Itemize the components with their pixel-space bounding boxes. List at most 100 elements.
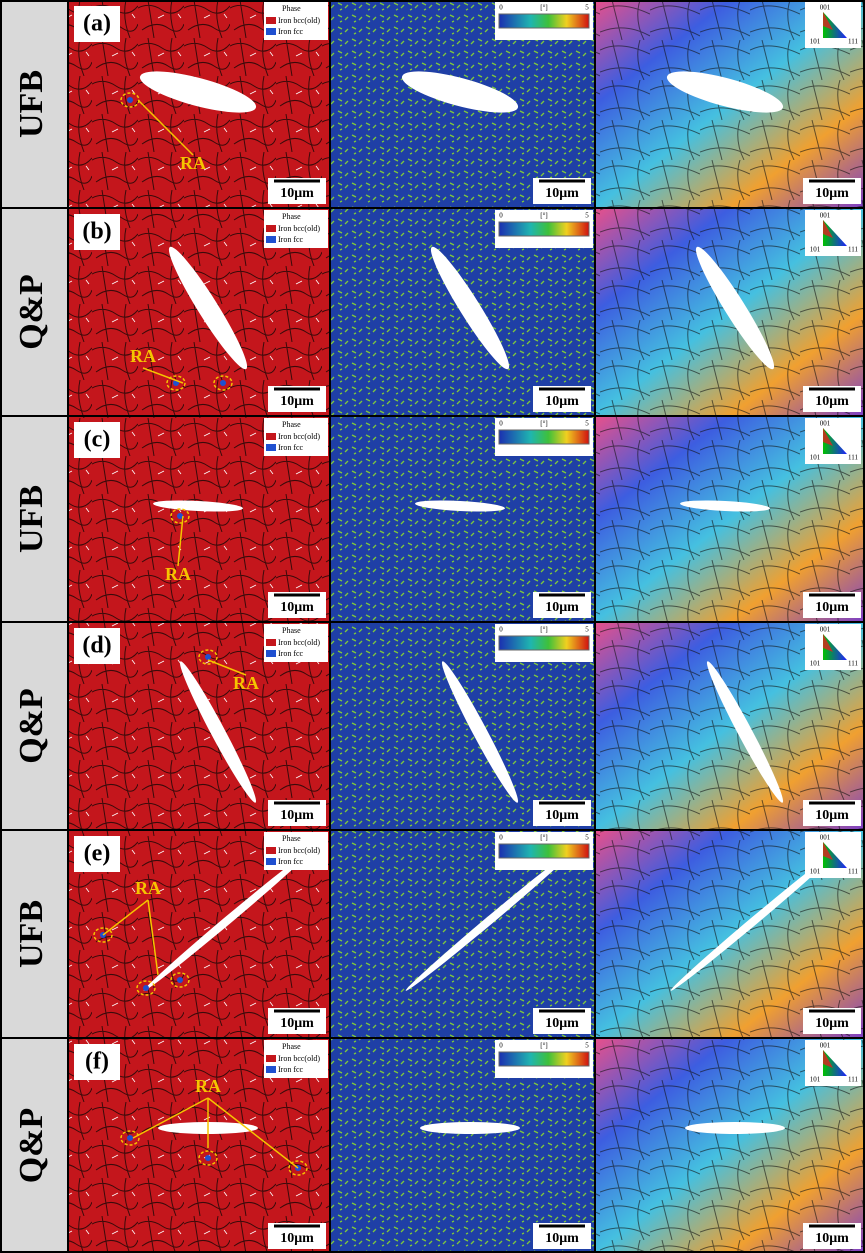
kam-scale-label: 5 (585, 4, 589, 12)
row-label-bg (0, 621, 69, 831)
ipf-triangle (823, 634, 847, 660)
kam-scale-label: [°] (540, 626, 547, 634)
ipf-label: 101 (810, 454, 821, 462)
phase-title: Phase (282, 420, 301, 429)
kam-scale-label: 5 (585, 212, 589, 220)
scale-label: 10μm (545, 394, 579, 409)
panel-letter-bg (74, 6, 120, 42)
ipf-label: 111 (848, 454, 858, 462)
kam-colorbar (498, 429, 590, 445)
ra-arrow (207, 1097, 299, 1169)
ipf-label: 001 (820, 626, 831, 634)
panel-letter: (c) (84, 427, 111, 453)
phase-swatch (266, 17, 276, 24)
kam-scale-label: 5 (585, 626, 589, 634)
fcc-grain (205, 654, 211, 660)
ra-marker (166, 375, 186, 391)
ra-marker (198, 1150, 218, 1166)
inclusion (706, 661, 784, 803)
phase-item: Iron fcc (278, 857, 304, 866)
ra-marker (170, 508, 190, 524)
ipf-triangle-top (823, 842, 833, 860)
kam-colorbar (498, 221, 590, 237)
ra-label: RA (130, 346, 156, 366)
kam-scale-label: 5 (585, 420, 589, 428)
phase-title: Phase (282, 4, 301, 13)
phase-item: Iron bcc(old) (278, 846, 320, 855)
ipf-triangle (823, 842, 847, 868)
row-label: UFB (13, 485, 50, 553)
inclusion (139, 71, 257, 113)
scale-label: 10μm (815, 600, 849, 615)
ipf-triangle (823, 1050, 847, 1076)
fcc-grain (127, 1135, 133, 1141)
ra-label: RA (135, 878, 161, 898)
phase-item: Iron bcc(old) (278, 16, 320, 25)
row-label: UFB (13, 900, 50, 968)
ra-label: RA (165, 564, 191, 584)
fcc-grain (127, 97, 133, 103)
row-label-bg (0, 207, 69, 417)
scale-label: 10μm (545, 600, 579, 615)
phase-swatch (266, 28, 276, 35)
scale-label: 10μm (280, 1016, 314, 1031)
inclusion (670, 849, 840, 991)
ra-marker (213, 375, 233, 391)
ra-marker (170, 972, 190, 988)
inclusion (695, 246, 775, 370)
panel-letter: (d) (82, 633, 111, 659)
kam-scale-label: 5 (585, 834, 589, 842)
ipf-label: 111 (848, 868, 858, 876)
inclusion (401, 71, 519, 113)
ipf-triangle-top (823, 220, 833, 238)
phase-swatch (266, 236, 276, 243)
ra-arrow (102, 899, 149, 936)
row-label: Q&P (13, 274, 50, 350)
ra-arrow (132, 1097, 209, 1139)
inclusion (685, 1122, 785, 1134)
phase-swatch (266, 858, 276, 865)
panel-letter: (a) (83, 11, 111, 37)
panel-letter-bg (74, 422, 120, 458)
phase-item: Iron fcc (278, 27, 304, 36)
ipf-label: 111 (848, 660, 858, 668)
scale-label: 10μm (280, 808, 314, 823)
inclusion (168, 246, 248, 370)
phase-title: Phase (282, 834, 301, 843)
phase-swatch (266, 1055, 276, 1062)
phase-item: Iron bcc(old) (278, 224, 320, 233)
fcc-grain (220, 380, 226, 386)
row-label: Q&P (13, 1108, 50, 1184)
inclusion (441, 661, 519, 803)
row: Q&P 10μm 10μm 10μm (f) Phase Iron bcc(old) Iron… (0, 1037, 865, 1253)
kam-scale-label: 0 (499, 212, 503, 220)
ipf-label: 101 (810, 246, 821, 254)
phase-item: Iron fcc (278, 235, 304, 244)
scale-label: 10μm (815, 394, 849, 409)
ra-arrow (207, 659, 247, 676)
ra-marker (93, 927, 113, 943)
ipf-label: 001 (820, 1042, 831, 1050)
panel-letter-bg (74, 1044, 120, 1080)
kam-scale-label: 5 (585, 1042, 589, 1050)
inclusion (153, 500, 243, 512)
row: Q&P 10μm 10μm 10μm (d) Phase Iron bcc(old) Iron… (0, 621, 865, 831)
scale-label: 10μm (280, 186, 314, 201)
ra-label: RA (233, 673, 259, 693)
panel-letter-bg (74, 628, 120, 664)
phase-title: Phase (282, 626, 301, 635)
row-label: Q&P (13, 688, 50, 764)
ra-arrow (147, 899, 159, 976)
kam-scale-label: 0 (499, 626, 503, 634)
ra-arrow (177, 515, 184, 567)
ipf-triangle-top (823, 634, 833, 652)
kam-scale-label: 0 (499, 4, 503, 12)
scale-label: 10μm (280, 600, 314, 615)
ra-marker (198, 649, 218, 665)
kam-scale-label: [°] (540, 212, 547, 220)
ipf-label: 101 (810, 38, 821, 46)
kam-scale-label: [°] (540, 834, 547, 842)
inclusion (420, 1122, 520, 1134)
